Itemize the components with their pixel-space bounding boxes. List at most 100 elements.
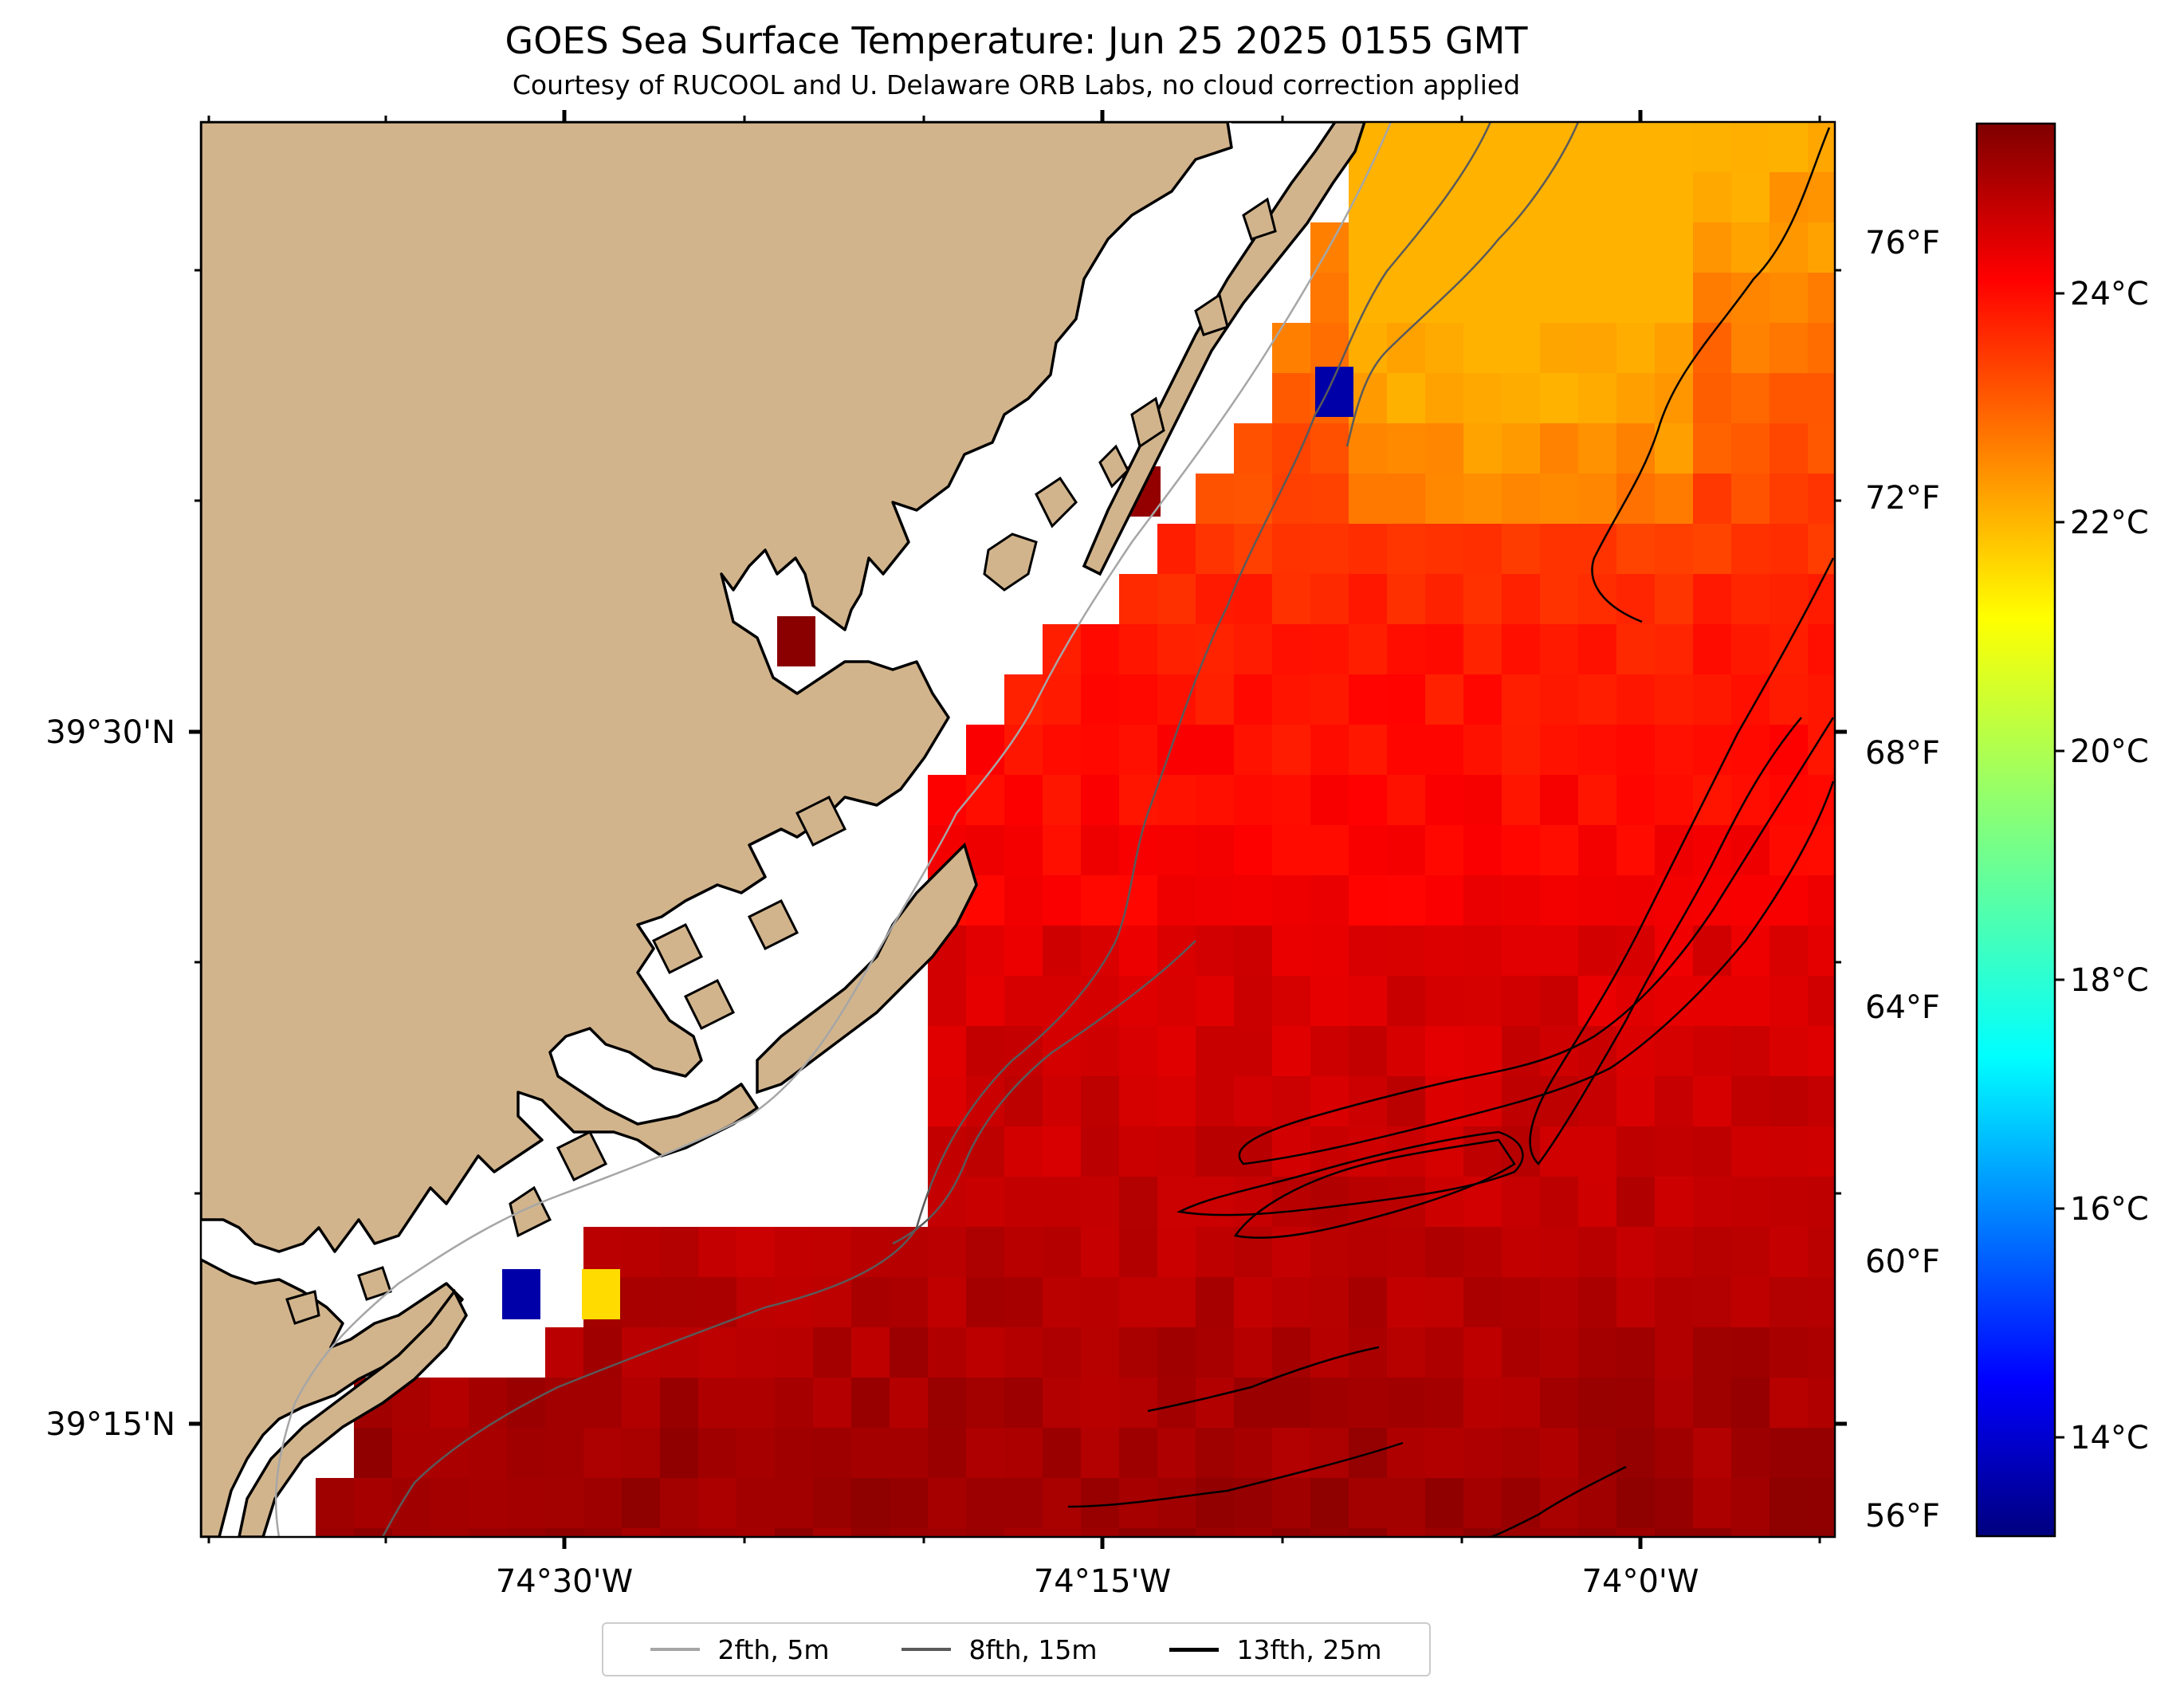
f-label-60: 60°F bbox=[1865, 1244, 1940, 1280]
sst-cell bbox=[354, 1528, 393, 1537]
sst-cell bbox=[1387, 725, 1426, 776]
sst-cell bbox=[1578, 674, 1617, 725]
sst-cell bbox=[1731, 1026, 1770, 1077]
sst-cell bbox=[1731, 674, 1770, 725]
sst-cell bbox=[1770, 1177, 1809, 1228]
sst-cell bbox=[1234, 926, 1273, 977]
sst-cell bbox=[1425, 1227, 1464, 1278]
sst-cell bbox=[1655, 172, 1694, 223]
sst-cell bbox=[1272, 574, 1311, 625]
sst-cell bbox=[1272, 775, 1311, 826]
sst-cell bbox=[1616, 1227, 1656, 1278]
sst-cell bbox=[1731, 1428, 1770, 1479]
sst-cell bbox=[1425, 1528, 1464, 1537]
sst-cell bbox=[1502, 825, 1541, 876]
sst-cell bbox=[1693, 1428, 1732, 1479]
sst-cell bbox=[1731, 1126, 1770, 1177]
legend-line-8fth bbox=[901, 1648, 952, 1651]
sst-cell bbox=[1387, 674, 1426, 725]
sst-cell bbox=[1540, 122, 1579, 173]
sst-cell bbox=[1349, 1227, 1388, 1278]
sst-cell bbox=[737, 1378, 776, 1429]
sst-cell bbox=[1272, 875, 1311, 926]
sst-cell bbox=[1157, 624, 1196, 675]
sst-cell bbox=[737, 1478, 776, 1529]
sst-cell bbox=[1578, 474, 1617, 525]
sst-cell bbox=[1731, 222, 1770, 273]
sst-cell bbox=[1425, 474, 1464, 525]
sst-cell bbox=[1425, 624, 1464, 675]
sst-cell bbox=[622, 1478, 661, 1529]
sst-cell bbox=[1540, 775, 1579, 826]
sst-cell bbox=[1081, 875, 1120, 926]
sst-cell bbox=[1578, 1478, 1617, 1529]
sst-cell bbox=[1655, 775, 1694, 826]
sst-cell bbox=[1770, 524, 1809, 575]
sst-cell bbox=[1540, 1378, 1579, 1429]
sst-cell bbox=[1463, 273, 1502, 324]
sst-cell bbox=[1310, 875, 1349, 926]
sst-cell bbox=[1272, 524, 1311, 575]
sst-cell bbox=[1655, 423, 1694, 474]
sst-cell bbox=[469, 1528, 508, 1537]
sst-cell bbox=[1655, 524, 1694, 575]
sst-cell bbox=[1119, 1428, 1158, 1479]
sst-cell bbox=[966, 1026, 1005, 1077]
sst-cell bbox=[1310, 1378, 1349, 1429]
sst-cell bbox=[1502, 474, 1541, 525]
sst-cell bbox=[1157, 1528, 1196, 1537]
sst-cell bbox=[1196, 1378, 1235, 1429]
sst-cell bbox=[1157, 926, 1196, 977]
sst-cell bbox=[1425, 1076, 1464, 1127]
sst-cell bbox=[1043, 1478, 1082, 1529]
sst-cell bbox=[851, 1227, 890, 1278]
sst-cell bbox=[1004, 1076, 1043, 1127]
sst-cell bbox=[775, 1428, 814, 1479]
sst-cell bbox=[1731, 273, 1770, 324]
sst-cell bbox=[1349, 926, 1388, 977]
sst-cell bbox=[1463, 775, 1502, 826]
sst-cell bbox=[1693, 875, 1732, 926]
sst-cell bbox=[1196, 825, 1235, 876]
sst-cell bbox=[966, 976, 1005, 1027]
sst-cell bbox=[1540, 976, 1579, 1027]
sst-cell bbox=[1234, 1478, 1273, 1529]
sst-cell bbox=[1502, 1177, 1541, 1228]
sst-cell bbox=[1540, 674, 1579, 725]
sst-cell bbox=[1272, 323, 1311, 374]
sst-cell bbox=[1196, 1227, 1235, 1278]
sst-cell bbox=[1616, 423, 1656, 474]
colorbar-gradient bbox=[1975, 122, 2056, 1538]
legend-item-8fth: 8fth, 15m bbox=[901, 1634, 1098, 1665]
sst-cell bbox=[1234, 624, 1273, 675]
sst-cell-anomaly bbox=[582, 1269, 620, 1319]
sst-cell bbox=[1731, 474, 1770, 525]
sst-cell bbox=[622, 1227, 661, 1278]
sst-cell bbox=[1157, 674, 1196, 725]
sst-cell bbox=[1157, 1277, 1196, 1328]
sst-cell bbox=[1540, 323, 1579, 374]
sst-cell bbox=[1043, 825, 1082, 876]
sst-cell bbox=[1196, 574, 1235, 625]
sst-cell bbox=[1655, 1428, 1694, 1479]
sst-cell bbox=[928, 1277, 967, 1328]
sst-cell bbox=[1693, 373, 1732, 424]
sst-cell bbox=[1808, 1478, 1835, 1529]
sst-cell bbox=[660, 1478, 699, 1529]
sst-cell bbox=[1234, 1026, 1273, 1077]
sst-cell bbox=[1425, 273, 1464, 324]
sst-cell bbox=[1043, 1026, 1082, 1077]
sst-cell bbox=[1540, 825, 1579, 876]
sst-cell bbox=[1502, 1327, 1541, 1378]
sst-cell bbox=[1731, 423, 1770, 474]
sst-cell bbox=[1463, 725, 1502, 776]
sst-cell bbox=[737, 1227, 776, 1278]
sst-cell bbox=[1463, 1026, 1502, 1077]
sst-cell bbox=[1349, 1277, 1388, 1328]
sst-cell bbox=[1808, 775, 1835, 826]
sst-cell bbox=[1004, 1428, 1043, 1479]
sst-cell bbox=[1425, 1327, 1464, 1378]
sst-cell bbox=[1310, 1478, 1349, 1529]
sst-cell bbox=[1387, 1177, 1426, 1228]
sst-cell bbox=[1425, 1378, 1464, 1429]
